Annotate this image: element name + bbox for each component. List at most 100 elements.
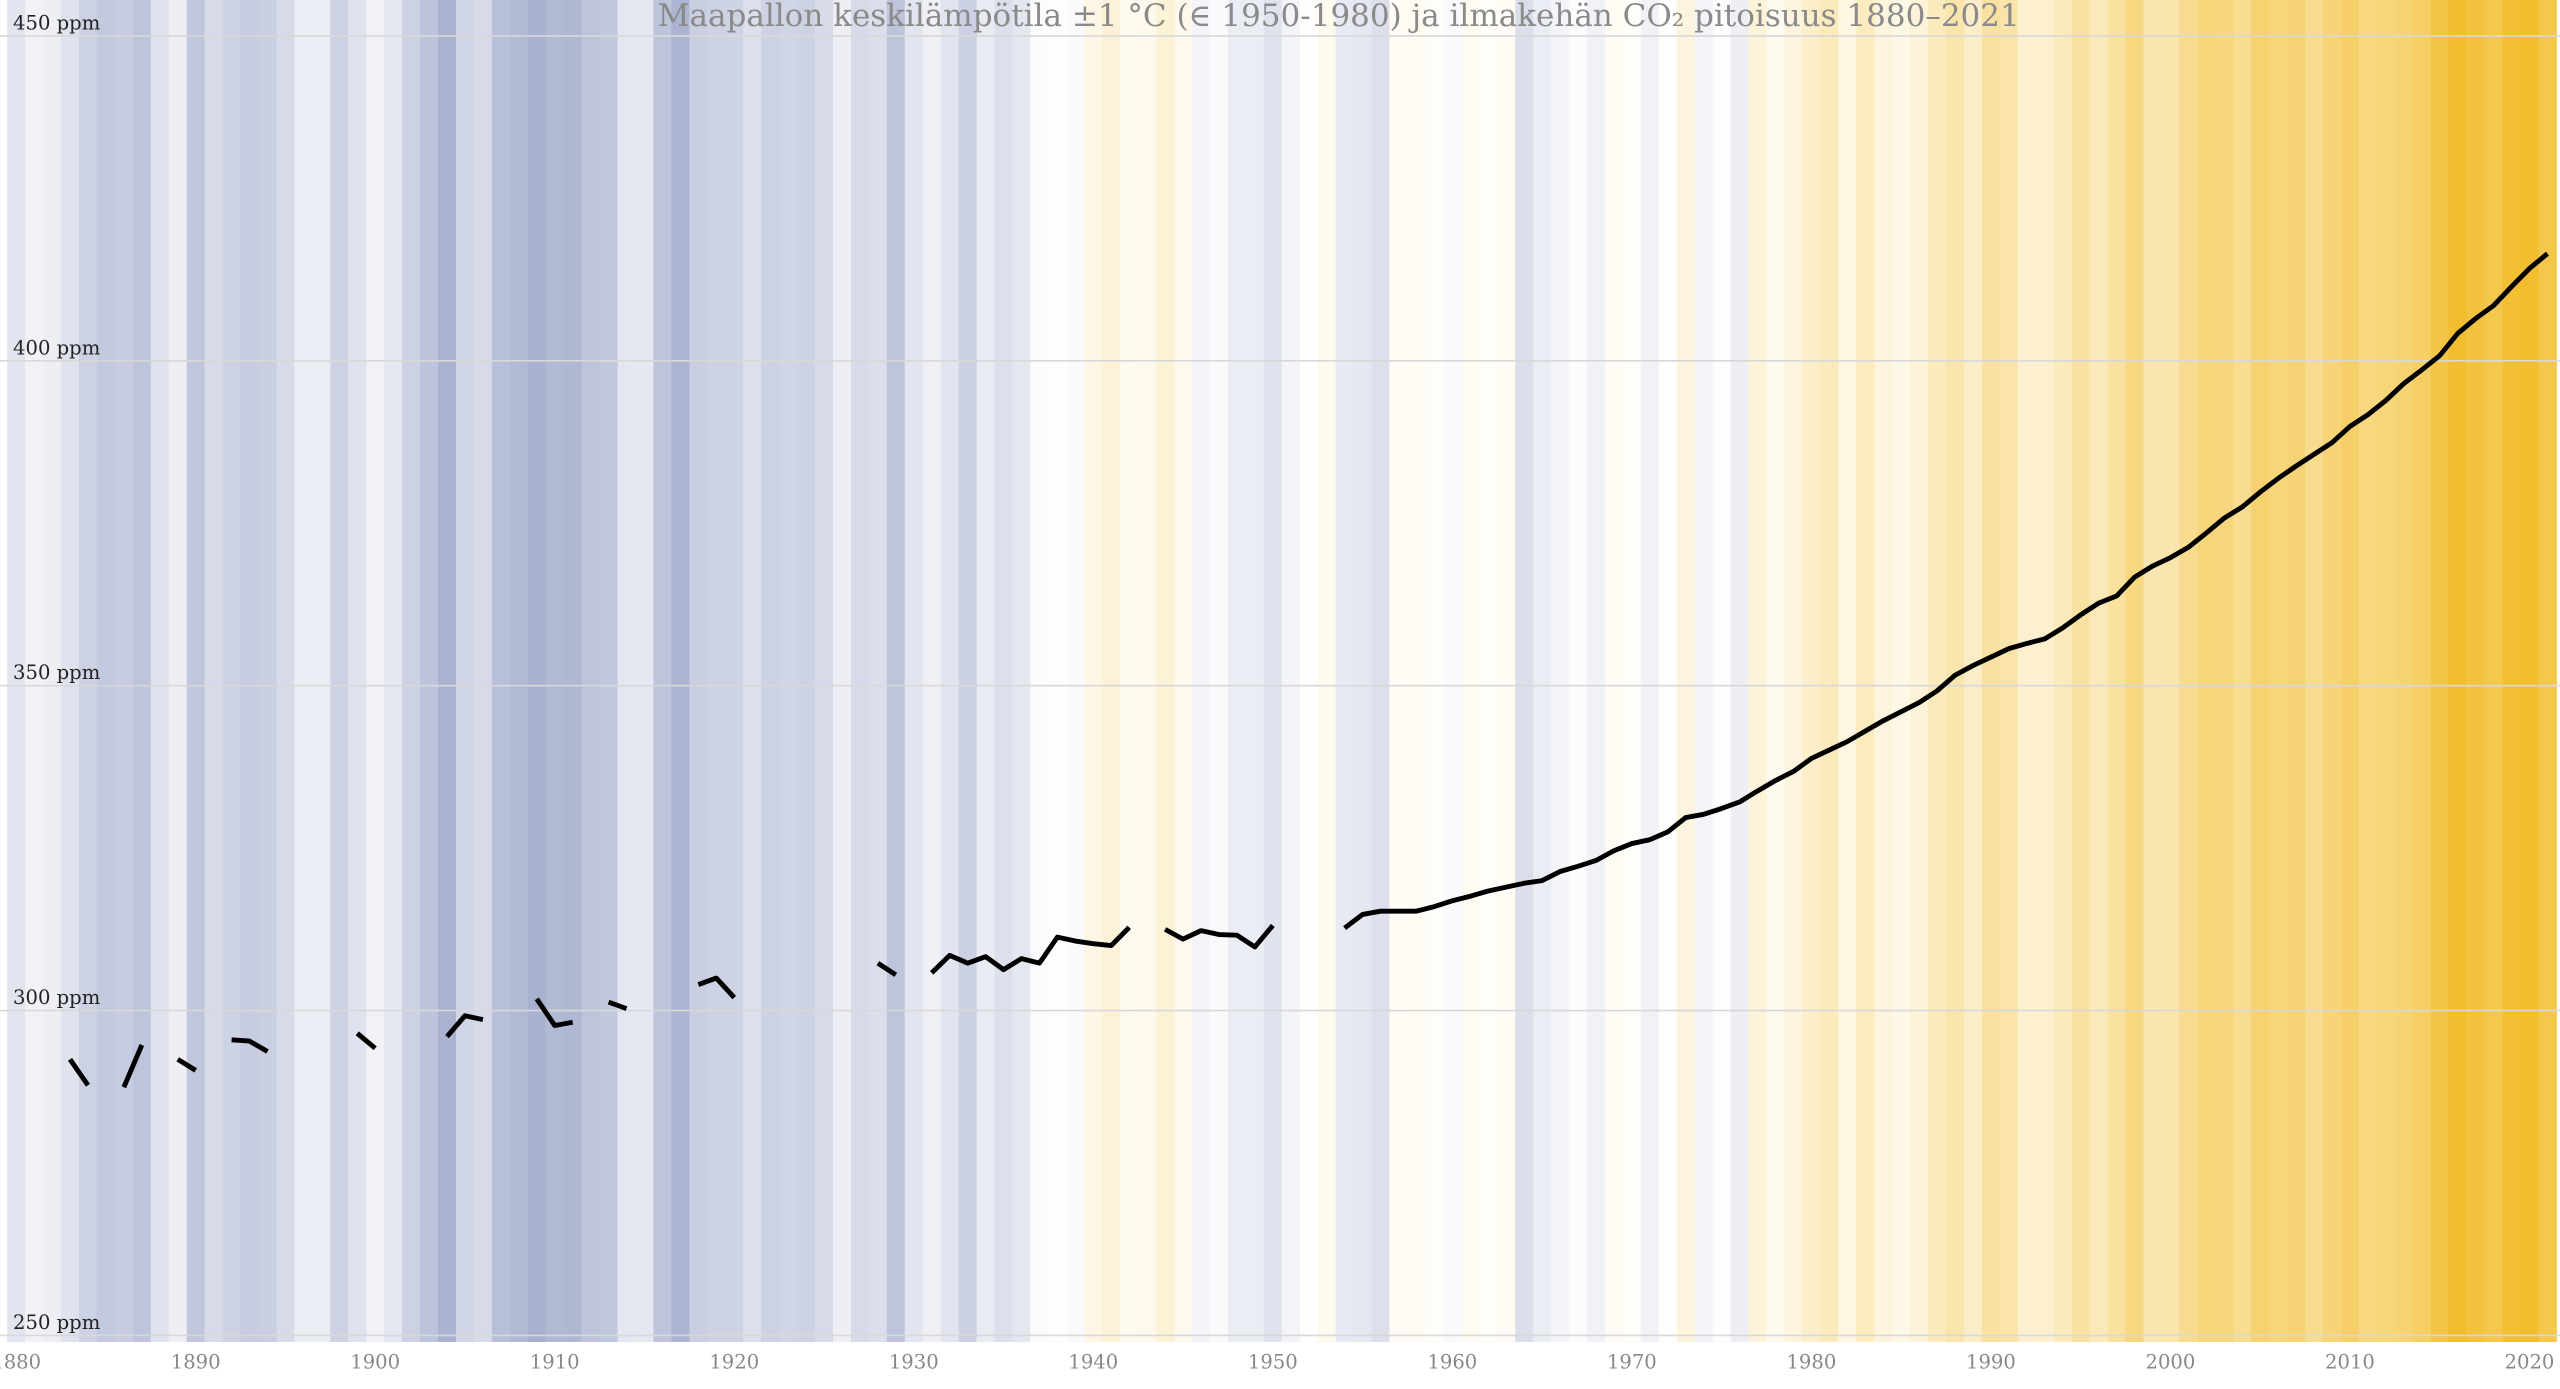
stripe <box>1748 0 1767 1342</box>
stripe <box>1551 0 1570 1342</box>
stripe <box>653 0 672 1342</box>
stripe <box>78 0 98 1342</box>
stripe <box>2107 0 2127 1342</box>
stripe <box>976 0 996 1342</box>
stripe <box>1120 0 1139 1342</box>
stripe <box>1066 0 1085 1342</box>
stripe <box>1353 0 1373 1342</box>
stripe <box>581 0 601 1342</box>
stripe <box>2215 0 2234 1342</box>
stripe <box>1874 0 1893 1342</box>
stripe <box>222 0 242 1342</box>
stripe <box>2340 0 2360 1342</box>
stripe <box>2520 0 2539 1342</box>
stripe <box>384 0 403 1342</box>
stripe <box>2035 0 2055 1342</box>
x-tick-label: 1890 <box>171 1351 221 1374</box>
stripe <box>2053 0 2073 1342</box>
stripe <box>420 0 439 1342</box>
stripe <box>61 0 80 1342</box>
stripe <box>868 0 888 1342</box>
x-tick-label: 1920 <box>709 1351 759 1374</box>
stripe <box>1604 0 1624 1342</box>
stripe <box>2448 0 2468 1342</box>
stripe <box>348 0 367 1342</box>
stripe <box>455 0 475 1342</box>
stripe <box>904 0 924 1342</box>
stripe <box>402 0 421 1342</box>
stripe <box>2430 0 2450 1342</box>
stripe <box>25 0 44 1342</box>
stripe <box>1981 0 2001 1342</box>
stripe <box>1407 0 1426 1342</box>
stripe <box>1712 0 1732 1342</box>
stripe <box>922 0 942 1342</box>
stripe <box>1694 0 1714 1342</box>
stripe <box>832 0 852 1342</box>
stripe <box>1192 0 1211 1342</box>
stripe <box>1371 0 1390 1342</box>
stripe <box>1802 0 1821 1342</box>
stripe <box>1963 0 1983 1342</box>
stripe <box>509 0 529 1342</box>
x-tick-label: 2020 <box>2505 1351 2555 1374</box>
stripe <box>168 0 188 1342</box>
x-tick-label: 1910 <box>530 1351 580 1374</box>
stripe <box>258 0 277 1342</box>
stripe <box>707 0 726 1342</box>
stripe <box>96 0 116 1342</box>
stripe <box>1084 0 1103 1342</box>
x-tick-label: 1980 <box>1786 1351 1836 1374</box>
stripe <box>1156 0 1175 1342</box>
stripe <box>1209 0 1229 1342</box>
stripe <box>2269 0 2288 1342</box>
stripe <box>1928 0 1947 1342</box>
stripe <box>797 0 816 1342</box>
y-tick-label: 350 ppm <box>13 661 101 684</box>
stripe <box>240 0 260 1342</box>
stripe <box>779 0 798 1342</box>
stripe <box>1317 0 1337 1342</box>
stripe <box>1425 0 1444 1342</box>
stripe <box>635 0 654 1342</box>
stripe <box>2251 0 2270 1342</box>
stripe <box>330 0 349 1342</box>
stripe <box>2287 0 2306 1342</box>
stripe <box>2305 0 2324 1342</box>
stripe <box>1892 0 1911 1342</box>
stripe <box>599 0 619 1342</box>
stripe <box>1335 0 1355 1342</box>
grid <box>0 35 2560 1337</box>
stripe <box>1102 0 1121 1342</box>
x-tick-label: 1900 <box>350 1351 400 1374</box>
stripe <box>2358 0 2378 1342</box>
stripe <box>1569 0 1588 1342</box>
x-tick-label: 1940 <box>1068 1351 1118 1374</box>
stripe <box>1245 0 1265 1342</box>
stripe <box>1640 0 1660 1342</box>
stripe <box>2538 0 2557 1342</box>
stripe <box>1479 0 1498 1342</box>
x-tick-label: 1930 <box>889 1351 939 1374</box>
stripe <box>886 0 906 1342</box>
stripe <box>1281 0 1301 1342</box>
stripe <box>1461 0 1480 1342</box>
stripe <box>1227 0 1247 1342</box>
stripe <box>2017 0 2037 1342</box>
y-tick-label: 250 ppm <box>13 1311 101 1334</box>
stripe <box>1999 0 2019 1342</box>
stripe <box>2412 0 2432 1342</box>
stripe <box>940 0 960 1342</box>
y-tick-label: 400 ppm <box>13 336 101 359</box>
y-tick-label: 450 ppm <box>13 11 101 34</box>
stripe <box>1820 0 1839 1342</box>
stripe <box>2323 0 2342 1342</box>
stripe <box>2502 0 2521 1342</box>
stripe <box>617 0 637 1342</box>
stripe <box>761 0 780 1342</box>
stripe <box>114 0 134 1342</box>
stripe <box>994 0 1014 1342</box>
stripe <box>850 0 870 1342</box>
stripe <box>815 0 834 1342</box>
stripe <box>204 0 224 1342</box>
